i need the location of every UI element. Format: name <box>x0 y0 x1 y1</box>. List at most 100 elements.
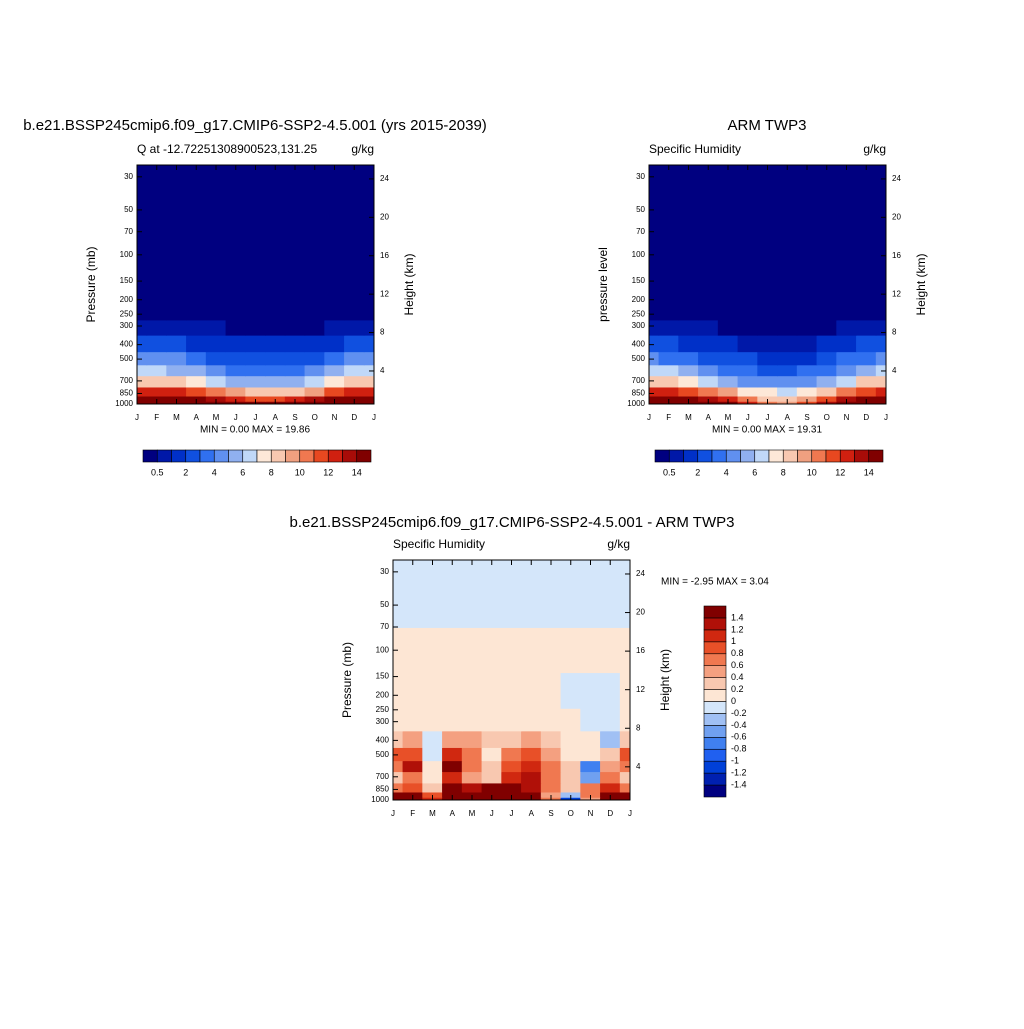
x-tick-label: J <box>628 809 632 818</box>
subtitle-right: g/kg <box>863 142 886 156</box>
subtitle-left: Q at -12.72251308900523,131.25 <box>137 142 317 156</box>
x-tick-label: N <box>332 413 338 422</box>
field-cell <box>284 165 306 239</box>
field-cell <box>540 760 562 773</box>
field-cell <box>137 319 148 336</box>
y-tick-label: 850 <box>376 785 390 794</box>
field-cell <box>836 375 857 388</box>
field-cell <box>422 588 443 628</box>
field-cell <box>580 627 601 674</box>
field-cell <box>284 395 306 402</box>
y-tick-label: 400 <box>632 340 646 349</box>
x-tick-label: A <box>194 413 200 422</box>
colorbar-box <box>213 449 229 463</box>
field-cell <box>186 364 207 377</box>
field-cell <box>856 165 877 239</box>
x-tick-label: M <box>725 413 732 422</box>
field-cell <box>600 730 621 748</box>
colorbar-box <box>768 449 784 463</box>
field-cell <box>225 319 246 336</box>
field-cell <box>856 237 877 308</box>
field-cell <box>501 760 522 773</box>
field-cell <box>856 306 877 321</box>
field-cell <box>205 395 227 402</box>
colorbar-label: 0.6 <box>731 660 744 670</box>
colorbar-label: -0.8 <box>731 744 747 754</box>
colorbar-label: 10 <box>807 467 817 477</box>
colorbar-box <box>654 449 670 463</box>
field-cell <box>422 782 443 793</box>
field-cell <box>422 771 443 784</box>
y2-tick-label: 4 <box>892 366 897 375</box>
field-cell <box>875 375 886 388</box>
field-cell <box>796 351 818 366</box>
colorbar-box <box>703 701 727 714</box>
field-cell <box>137 351 148 366</box>
y-tick-label: 500 <box>120 354 134 363</box>
field-cell <box>324 306 345 321</box>
field-cell <box>166 237 187 308</box>
field-cell <box>521 627 542 674</box>
field-cell <box>501 672 522 709</box>
field-cell <box>442 730 463 748</box>
field-cell <box>836 351 857 366</box>
field-cell <box>422 791 443 798</box>
field-cell <box>757 386 778 397</box>
field-cell <box>481 771 502 784</box>
colorbar-box <box>703 653 727 666</box>
y-tick-label: 500 <box>632 354 646 363</box>
y2-tick-label: 12 <box>380 289 389 298</box>
field-cell <box>796 375 818 388</box>
field-cell <box>324 335 345 353</box>
field-cell <box>324 237 345 308</box>
y-tick-label: 500 <box>376 750 390 759</box>
field-cell <box>501 730 522 748</box>
field-cell <box>422 760 443 773</box>
colorbar-label: 0 <box>731 696 736 706</box>
field-cell <box>324 364 345 377</box>
colorbar-box <box>270 449 286 463</box>
field-cell <box>521 760 542 773</box>
field-cell <box>521 730 542 748</box>
colorbar-label: 1.2 <box>731 624 744 634</box>
field-cell <box>875 319 886 336</box>
field-cell <box>137 306 148 321</box>
field-cell <box>560 747 581 762</box>
y2-tick-label: 16 <box>892 251 901 260</box>
field-cell <box>737 364 758 377</box>
field-cell <box>146 375 167 388</box>
field-cell <box>717 375 739 388</box>
x-tick-label: A <box>450 809 456 818</box>
field-cell <box>658 306 679 321</box>
colorbar-box <box>703 748 727 762</box>
colorbar-box <box>703 689 727 702</box>
field-cell <box>402 791 423 798</box>
field-cell <box>777 386 798 397</box>
field-cell <box>836 386 857 397</box>
y-tick-label: 700 <box>376 772 390 781</box>
colorbar-label: 1.4 <box>731 612 744 622</box>
x-tick-label: S <box>804 413 809 422</box>
field-cell <box>717 395 739 402</box>
field-cell <box>737 386 758 397</box>
field-cell <box>777 165 798 239</box>
colorbar-label: 14 <box>352 467 362 477</box>
field-cell <box>580 588 601 628</box>
field-cell <box>186 386 207 397</box>
field-cell <box>540 708 562 732</box>
field-cell <box>344 237 365 308</box>
colorbar-label: -1 <box>731 756 739 766</box>
field-cell <box>856 351 877 366</box>
x-tick-label: D <box>863 413 869 422</box>
field <box>137 165 374 404</box>
y-axis-label: pressure level <box>596 247 610 322</box>
field-cell <box>875 364 886 377</box>
field-cell <box>442 627 463 674</box>
field-cell <box>521 560 542 589</box>
field-cell <box>600 708 621 732</box>
colorbar-box <box>703 772 727 786</box>
field-cell <box>205 351 227 366</box>
colorbar-label: -1.4 <box>731 779 747 789</box>
field-cell <box>816 306 837 321</box>
field-cell <box>678 306 699 321</box>
